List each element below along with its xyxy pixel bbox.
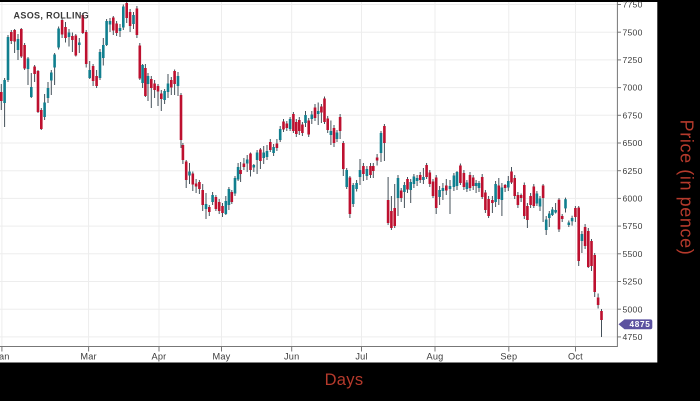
svg-text:5250: 5250 [623,277,643,287]
svg-text:4750: 4750 [623,332,643,342]
svg-text:7500: 7500 [623,27,643,37]
svg-text:Jun: Jun [284,352,299,362]
svg-text:an: an [0,352,10,362]
svg-text:4875: 4875 [629,320,650,329]
svg-text:7250: 7250 [623,55,643,65]
svg-text:Apr: Apr [152,352,167,362]
svg-text:Sep: Sep [500,352,517,362]
svg-text:Oct: Oct [568,352,583,362]
svg-text:5750: 5750 [623,221,643,231]
svg-text:7750: 7750 [623,0,643,10]
svg-text:Price (in pence): Price (in pence) [677,120,697,256]
svg-text:6750: 6750 [623,110,643,120]
svg-text:5000: 5000 [623,304,643,314]
svg-text:Aug: Aug [427,352,444,362]
svg-text:5500: 5500 [623,249,643,259]
svg-text:Mar: Mar [80,352,96,362]
svg-text:Jul: Jul [355,352,367,362]
svg-text:6500: 6500 [623,138,643,148]
svg-text:ASOS, ROLLING: ASOS, ROLLING [14,11,90,21]
svg-text:7000: 7000 [623,83,643,93]
svg-text:6000: 6000 [623,194,643,204]
svg-text:Days: Days [325,371,364,389]
svg-text:May: May [213,352,231,362]
svg-text:6250: 6250 [623,166,643,176]
